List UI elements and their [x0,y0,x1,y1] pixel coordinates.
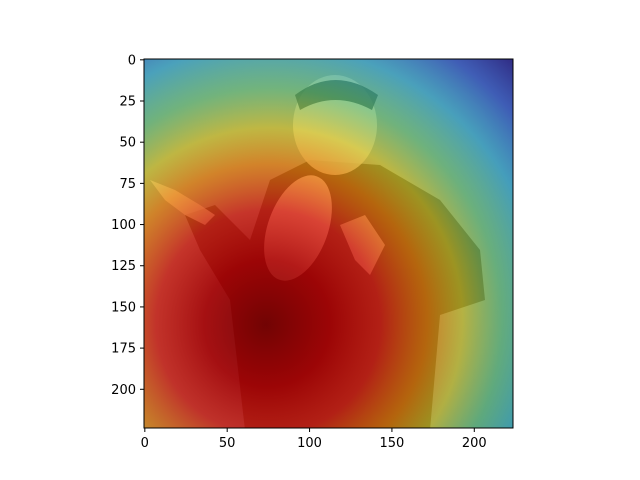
y-tick-label: 200 [111,383,136,398]
y-tick-label: 50 [119,136,136,151]
y-tick-label: 150 [111,300,136,315]
y-tick-label: 25 [119,95,136,110]
y-tick-label: 125 [111,259,136,274]
x-tick-label: 200 [462,436,487,451]
x-tick-label: 150 [380,436,405,451]
heatmap-overlay [144,59,513,428]
image-area [144,59,513,428]
y-tick-label: 0 [128,53,136,68]
plot-frame [143,58,514,429]
x-tick-label: 100 [297,436,322,451]
y-tick-label: 175 [111,342,136,357]
y-tick-label: 100 [111,218,136,233]
x-axis: 0 50 100 150 200 [141,428,487,451]
y-axis: 0 25 50 75 100 125 150 175 200 [111,53,144,398]
x-tick-label: 0 [141,436,149,451]
y-tick-label: 75 [119,177,136,192]
x-tick-label: 50 [219,436,236,451]
